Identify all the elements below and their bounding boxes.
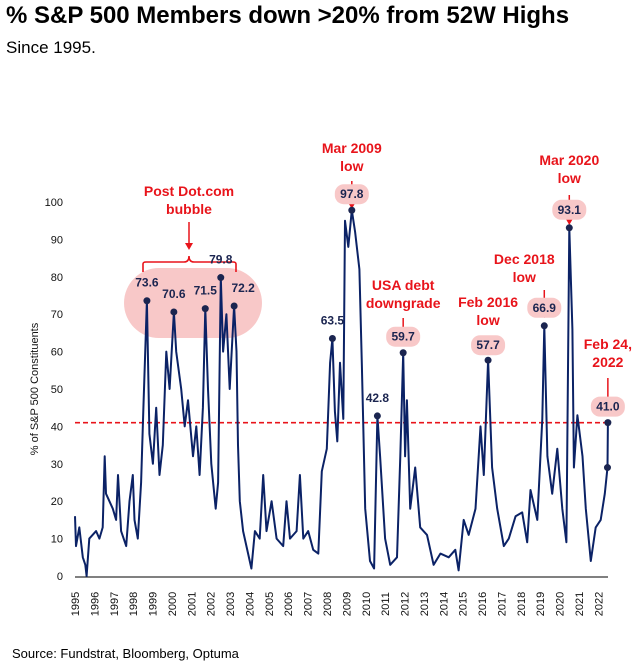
value-label: 93.1 bbox=[558, 203, 582, 217]
x-tick-label: 2007 bbox=[303, 592, 315, 616]
y-tick-label: 50 bbox=[51, 384, 63, 396]
value-label-box bbox=[471, 335, 506, 356]
annotation-text: bubble bbox=[166, 201, 212, 217]
data-point-marker bbox=[603, 464, 611, 472]
x-tick-label: 2005 bbox=[264, 592, 276, 616]
value-label: 70.6 bbox=[162, 287, 186, 301]
y-tick-label: 70 bbox=[51, 309, 63, 321]
chart-subtitle: Since 1995. bbox=[6, 38, 96, 57]
value-label: 41.0 bbox=[596, 400, 620, 414]
x-tick-label: 1999 bbox=[148, 592, 160, 616]
arrow-head-icon bbox=[185, 243, 193, 250]
annotation-text: low bbox=[340, 158, 363, 174]
x-tick-label: 2001 bbox=[186, 592, 198, 616]
x-tick-label: 2009 bbox=[341, 592, 353, 616]
annotation-text: Feb 2016 bbox=[458, 294, 518, 310]
x-tick-label: 2008 bbox=[322, 592, 334, 616]
curly-brace-icon bbox=[142, 255, 237, 272]
value-label: 63.5 bbox=[321, 314, 345, 328]
x-tick-label: 2003 bbox=[225, 592, 237, 616]
y-axis-label: % of S&P 500 Constituents bbox=[29, 322, 41, 455]
x-tick-label: 2020 bbox=[555, 592, 567, 616]
annotation-text: low bbox=[558, 170, 581, 186]
annotation-text: Mar 2009 bbox=[322, 140, 382, 156]
x-tick-label: 2022 bbox=[593, 592, 605, 616]
value-label: 97.8 bbox=[340, 187, 364, 201]
series-line bbox=[74, 209, 609, 577]
value-label-box bbox=[590, 396, 625, 417]
x-tick-label: 2013 bbox=[419, 592, 431, 616]
y-tick-label: 60 bbox=[51, 347, 63, 359]
value-label: 71.5 bbox=[194, 284, 218, 298]
annotation-text: Dec 2018 bbox=[494, 251, 555, 267]
x-tick-label: 1995 bbox=[70, 592, 82, 616]
data-point-marker bbox=[399, 349, 407, 357]
value-label: 57.7 bbox=[476, 338, 500, 352]
value-label: 42.8 bbox=[366, 391, 390, 405]
x-tick-label: 2000 bbox=[167, 592, 179, 616]
value-label: 73.6 bbox=[135, 276, 159, 290]
x-tick-label: 2004 bbox=[244, 592, 256, 616]
y-tick-label: 10 bbox=[51, 534, 63, 546]
y-tick-label: 90 bbox=[51, 234, 63, 246]
data-point-marker bbox=[540, 322, 548, 330]
annotation-text: Feb 24, bbox=[584, 336, 632, 352]
source-note: Source: Fundstrat, Bloomberg, Optuma bbox=[12, 646, 239, 661]
x-tick-label: 1996 bbox=[89, 592, 101, 616]
data-point-marker bbox=[373, 412, 381, 420]
value-label: 79.8 bbox=[209, 253, 233, 267]
annotation-text: low bbox=[513, 269, 536, 285]
data-point-marker bbox=[604, 419, 612, 427]
y-tick-label: 20 bbox=[51, 496, 63, 508]
value-label-box bbox=[527, 297, 562, 318]
x-tick-label: 2011 bbox=[380, 592, 392, 616]
y-tick-label: 100 bbox=[45, 197, 63, 209]
y-tick-label: 40 bbox=[51, 421, 63, 433]
data-point-marker bbox=[328, 335, 336, 343]
data-point-marker bbox=[201, 305, 209, 313]
annotation-text: Mar 2020 bbox=[539, 152, 599, 168]
annotation-text: downgrade bbox=[366, 295, 441, 311]
data-point-marker bbox=[484, 356, 492, 364]
x-tick-label: 2015 bbox=[458, 592, 470, 616]
y-tick-label: 80 bbox=[51, 272, 63, 284]
value-label-box bbox=[386, 326, 421, 347]
annotation-text: 2022 bbox=[592, 354, 623, 370]
x-tick-label: 2018 bbox=[516, 592, 528, 616]
value-label: 66.9 bbox=[533, 301, 557, 315]
x-tick-label: 2014 bbox=[438, 592, 450, 616]
x-tick-label: 2019 bbox=[535, 592, 547, 616]
value-label-box bbox=[552, 199, 587, 220]
value-label: 59.7 bbox=[391, 330, 415, 344]
data-point-marker bbox=[565, 224, 573, 232]
x-tick-label: 2010 bbox=[361, 592, 373, 616]
x-tick-label: 2021 bbox=[574, 592, 586, 616]
data-point-marker bbox=[217, 274, 225, 282]
y-tick-label: 30 bbox=[51, 459, 63, 471]
x-tick-label: 1997 bbox=[109, 592, 121, 616]
data-point-marker bbox=[143, 297, 151, 305]
x-tick-label: 2006 bbox=[283, 592, 295, 616]
data-point-marker bbox=[170, 308, 178, 316]
annotation-text: USA debt bbox=[372, 277, 435, 293]
x-tick-label: 2016 bbox=[477, 592, 489, 616]
annotation-text: low bbox=[476, 312, 499, 328]
chart-title: % S&P 500 Members down >20% from 52W Hig… bbox=[6, 2, 570, 29]
data-point-marker bbox=[348, 206, 356, 214]
data-point-marker bbox=[230, 302, 238, 310]
value-label-box bbox=[334, 184, 369, 205]
value-label: 72.2 bbox=[231, 281, 255, 295]
x-tick-label: 1998 bbox=[128, 592, 140, 616]
x-tick-label: 2002 bbox=[206, 592, 218, 616]
x-tick-label: 2017 bbox=[496, 592, 508, 616]
y-tick-label: 0 bbox=[57, 571, 63, 583]
x-tick-label: 2012 bbox=[400, 592, 412, 616]
annotation-text: Post Dot.com bbox=[144, 183, 234, 199]
